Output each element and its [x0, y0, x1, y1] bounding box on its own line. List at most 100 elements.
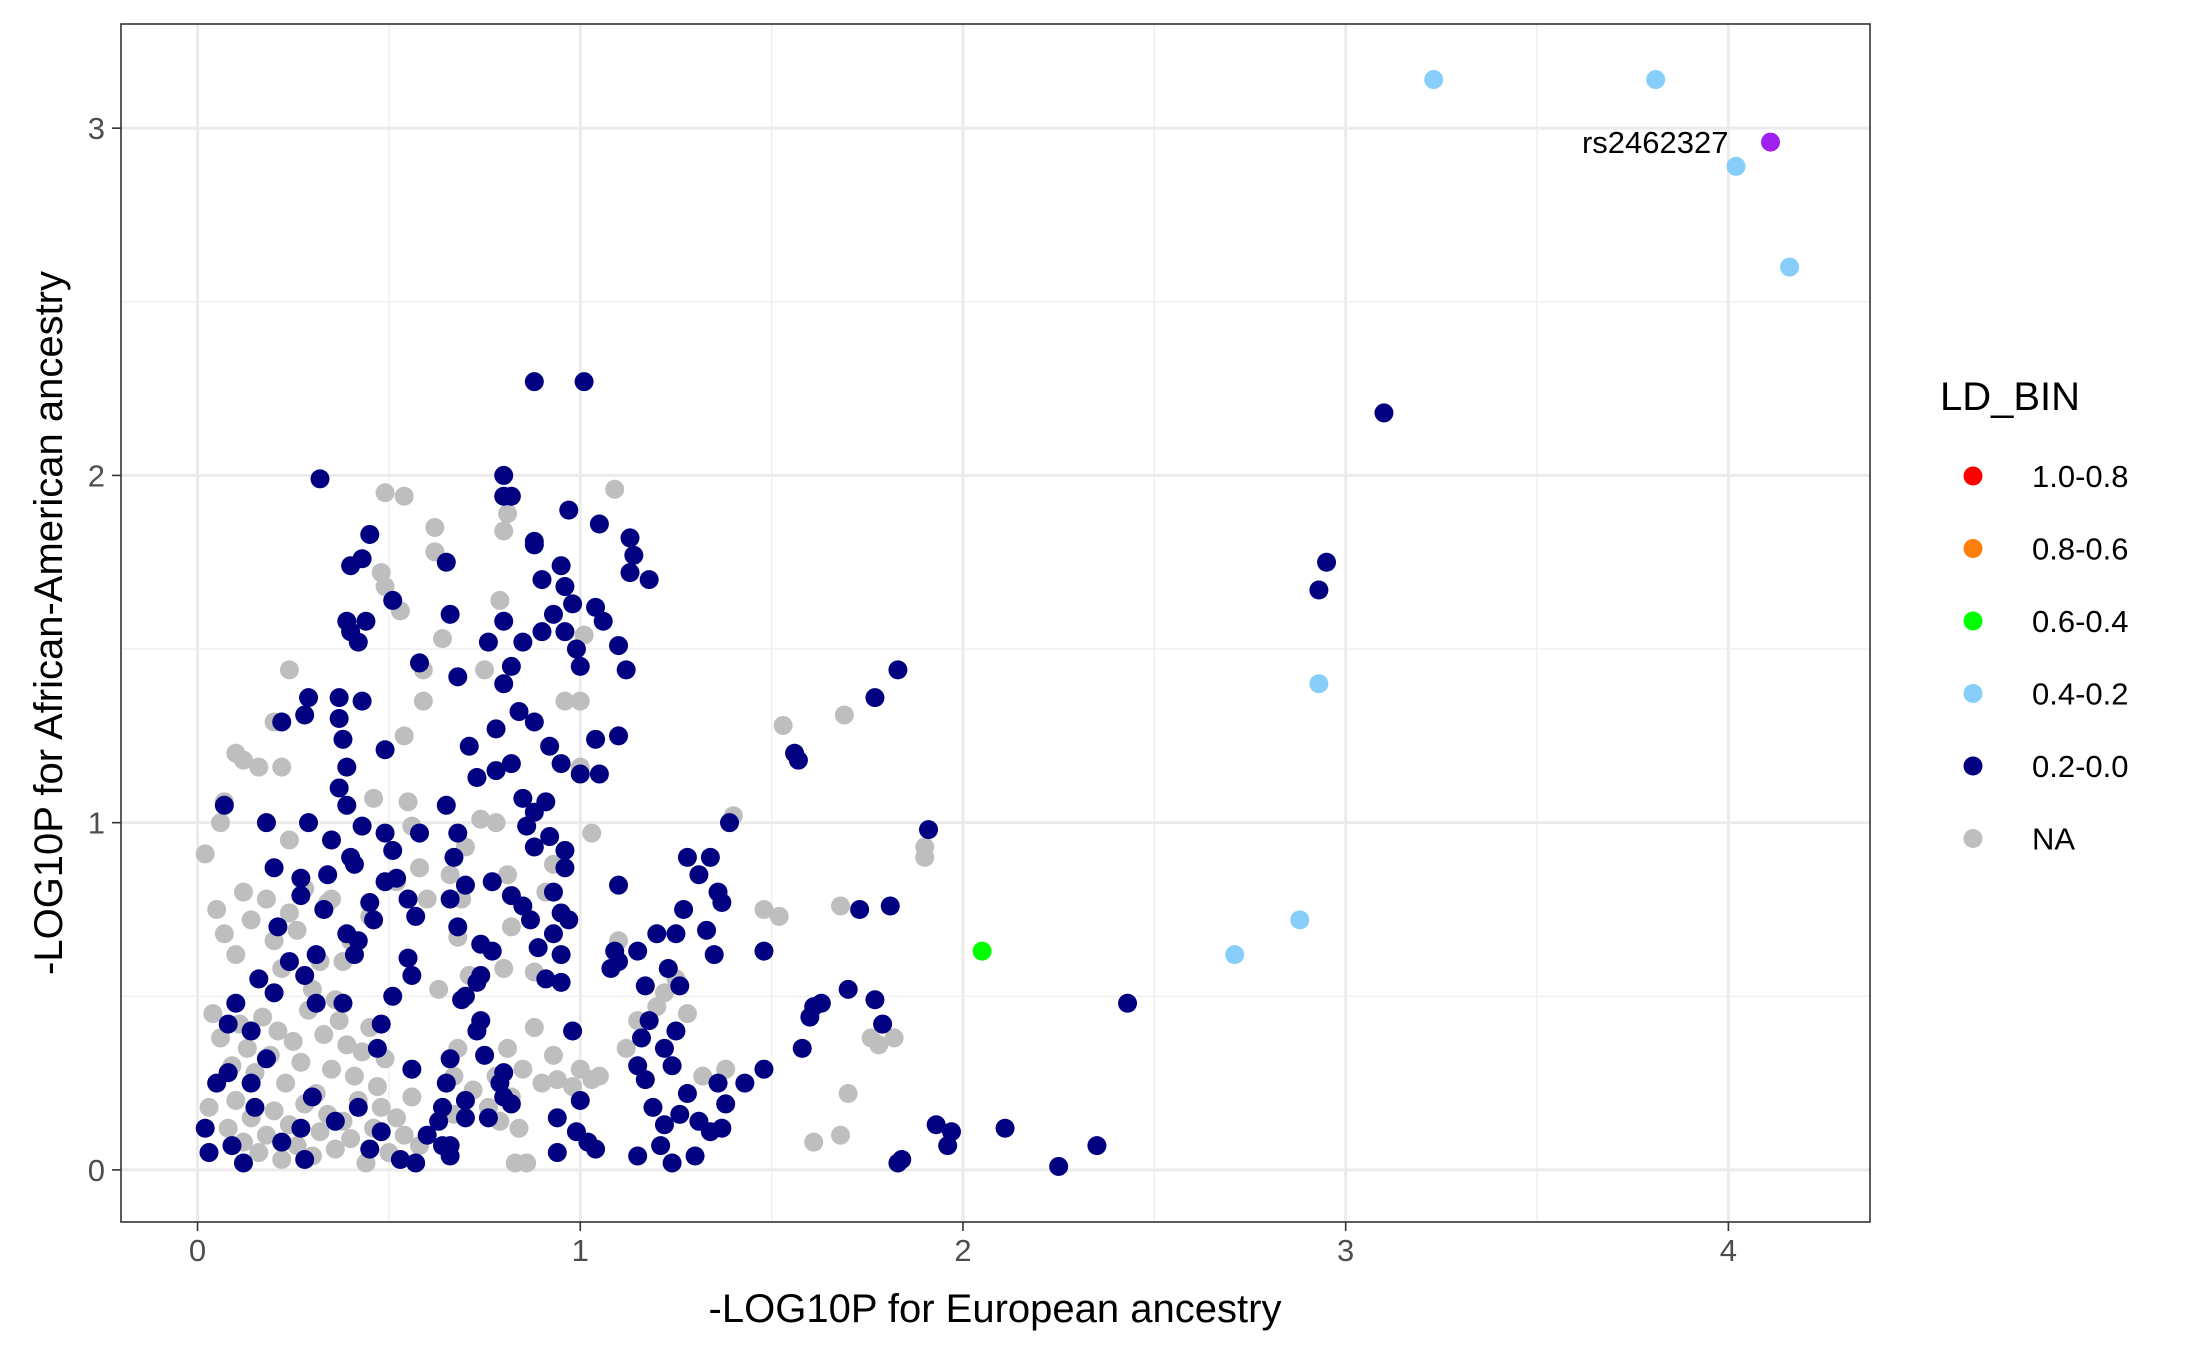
data-point	[532, 1073, 552, 1093]
data-point	[333, 729, 353, 749]
data-point	[651, 1136, 671, 1156]
data-point	[341, 1129, 361, 1149]
data-point	[720, 813, 740, 833]
lead-snp-label: rs2462327	[1582, 125, 1729, 160]
data-point	[551, 754, 571, 774]
data-point	[341, 556, 361, 576]
data-point	[490, 1073, 510, 1093]
data-point	[494, 674, 514, 694]
legend-key	[1963, 829, 1983, 848]
data-point	[708, 882, 728, 902]
data-point	[838, 979, 858, 999]
data-point	[295, 965, 315, 985]
data-point	[486, 719, 506, 739]
data-point	[521, 910, 541, 930]
data-point	[1726, 156, 1746, 176]
data-point	[616, 1038, 636, 1058]
data-point	[276, 1073, 296, 1093]
data-point	[448, 667, 468, 687]
legend-key	[1963, 539, 1983, 558]
data-point	[394, 486, 414, 506]
data-point	[337, 1035, 357, 1055]
data-point	[383, 590, 403, 610]
data-point	[524, 535, 544, 555]
data-point	[1374, 403, 1394, 423]
data-point	[831, 1125, 851, 1145]
data-point	[582, 823, 602, 843]
data-point	[482, 872, 502, 892]
data-point	[1780, 257, 1800, 277]
data-point	[547, 1108, 567, 1128]
data-point	[570, 764, 590, 784]
data-point	[371, 1097, 391, 1117]
data-point	[941, 1122, 961, 1142]
x-tick-label: 4	[1720, 1233, 1737, 1268]
data-point	[444, 847, 464, 867]
data-point	[429, 1111, 449, 1131]
data-point	[869, 1035, 889, 1055]
data-point	[555, 691, 575, 711]
data-point	[639, 1011, 659, 1031]
data-point	[398, 889, 418, 909]
grid-lines	[121, 24, 1870, 1222]
data-point	[226, 945, 246, 965]
x-tick-label: 1	[572, 1233, 589, 1268]
data-point	[467, 972, 487, 992]
data-point	[337, 757, 357, 777]
data-point	[831, 896, 851, 916]
data-point	[658, 959, 678, 979]
y-tick-label: 1	[88, 806, 105, 841]
data-point	[256, 1125, 276, 1145]
data-point	[486, 761, 506, 781]
data-point	[716, 1094, 736, 1114]
data-point	[394, 1125, 414, 1145]
data-point	[310, 469, 330, 489]
data-point	[547, 1070, 567, 1090]
data-point	[241, 1073, 261, 1093]
data-point	[1118, 993, 1138, 1013]
data-point	[291, 868, 311, 888]
legend-key	[1963, 466, 1983, 486]
data-point	[593, 611, 613, 631]
data-point	[295, 705, 315, 725]
legend-label: 0.8-0.6	[2032, 532, 2129, 567]
data-point	[291, 886, 311, 906]
data-point	[471, 809, 491, 829]
data-point	[589, 1066, 609, 1086]
data-point	[272, 712, 292, 732]
data-point	[501, 917, 521, 937]
data-point	[788, 750, 808, 770]
data-point	[398, 948, 418, 968]
data-point	[207, 899, 227, 919]
data-point	[241, 1021, 261, 1041]
data-point	[654, 1115, 674, 1135]
data-point	[834, 705, 854, 725]
data-point	[302, 1087, 322, 1107]
data-point	[367, 1038, 387, 1058]
data-point	[1049, 1156, 1069, 1176]
data-point	[643, 1097, 663, 1117]
data-point	[708, 1073, 728, 1093]
data-point	[865, 688, 885, 708]
data-point	[410, 823, 430, 843]
data-point	[700, 847, 720, 867]
data-point	[406, 1153, 426, 1173]
data-point	[486, 813, 506, 833]
data-point	[501, 754, 521, 774]
data-point	[1646, 70, 1666, 90]
data-point	[570, 1090, 590, 1110]
data-point	[272, 1132, 292, 1152]
data-point	[773, 715, 793, 735]
data-point	[344, 945, 364, 965]
data-point	[203, 1004, 223, 1024]
data-point	[543, 604, 563, 624]
data-point	[199, 1097, 219, 1117]
data-point	[609, 726, 629, 746]
data-point	[268, 917, 288, 937]
data-point	[639, 570, 659, 590]
data-point	[253, 1007, 273, 1027]
data-point	[536, 969, 556, 989]
data-point	[555, 622, 575, 642]
data-point	[440, 889, 460, 909]
data-point	[417, 1125, 437, 1145]
